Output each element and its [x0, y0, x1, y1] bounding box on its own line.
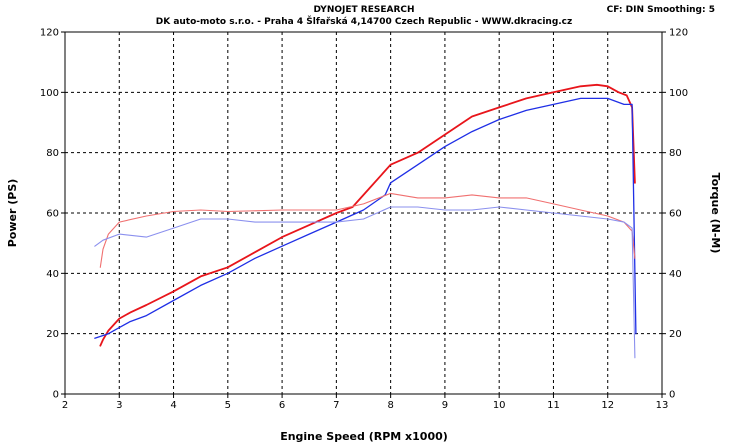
x-tick-label: 4 — [170, 400, 176, 411]
right-axis-label: Torque (N-M) — [709, 173, 722, 254]
series-line-run_red-power — [99, 83, 636, 347]
x-tick-label: 8 — [387, 400, 393, 411]
left-tick-label: 100 — [40, 88, 59, 99]
x-tick-label: 13 — [656, 400, 669, 411]
left-tick-label: 20 — [46, 329, 59, 340]
plot-area — [64, 31, 663, 395]
x-tick-label: 5 — [225, 400, 231, 411]
right-tick-label: 40 — [669, 269, 682, 280]
left-axis-label: Power (PS) — [6, 179, 19, 248]
left-tick-label: 60 — [46, 209, 59, 220]
right-tick-label: 120 — [669, 28, 688, 39]
left-tick-label: 40 — [46, 269, 59, 280]
x-axis-label: Engine Speed (RPM x1000) — [280, 430, 448, 443]
x-tick-label: 6 — [279, 400, 285, 411]
chart-subtitle: DK auto-moto s.r.o. - Praha 4 Šlfařská 4… — [156, 15, 573, 27]
x-tick-label: 2 — [62, 400, 68, 411]
left-tick-label: 80 — [46, 148, 59, 159]
chart-title: DYNOJET RESEARCH — [313, 5, 414, 15]
series-group — [94, 83, 637, 359]
right-tick-label: 20 — [669, 329, 682, 340]
chart-settings: CF: DIN Smoothing: 5 — [607, 5, 715, 15]
right-tick-label: 0 — [669, 390, 675, 401]
right-axis-ticks: 0 20 40 60 80 100 120 — [662, 28, 688, 401]
x-tick-label: 11 — [547, 400, 560, 411]
x-tick-label: 10 — [493, 400, 506, 411]
x-tick-label: 3 — [116, 400, 122, 411]
x-tick-label: 7 — [333, 400, 339, 411]
x-axis-ticks: 2 3 4 5 6 7 8 9 10 11 12 13 — [62, 394, 669, 411]
x-tick-label: 9 — [442, 400, 448, 411]
left-tick-label: 120 — [40, 28, 59, 39]
left-axis-ticks: 0 20 40 60 80 100 120 — [40, 28, 65, 401]
series-line-torque_blue-torque — [94, 206, 636, 359]
right-tick-label: 100 — [669, 88, 688, 99]
left-tick-label: 0 — [53, 390, 59, 401]
series-line-torque_red-torque — [99, 192, 636, 268]
series-line-run_blue-power — [94, 97, 637, 339]
right-tick-label: 60 — [669, 209, 682, 220]
right-tick-label: 80 — [669, 148, 682, 159]
x-tick-label: 12 — [601, 400, 614, 411]
